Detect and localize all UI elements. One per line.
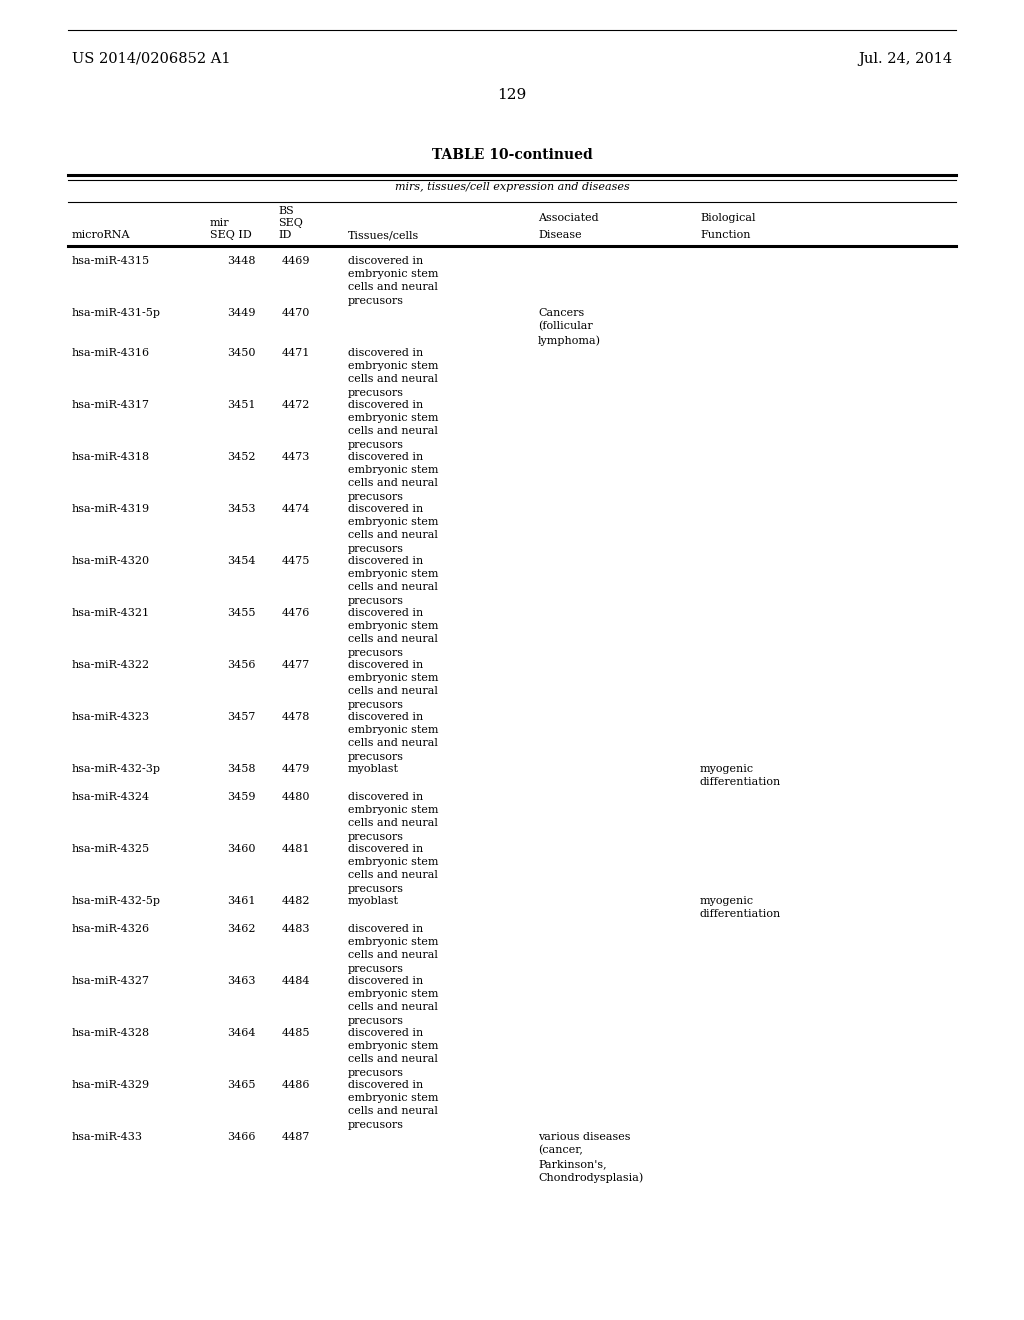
Text: hsa-miR-4317: hsa-miR-4317: [72, 400, 150, 411]
Text: discovered in
embryonic stem
cells and neural
precusors: discovered in embryonic stem cells and n…: [348, 1028, 438, 1077]
Text: 3458: 3458: [227, 764, 256, 774]
Text: 4480: 4480: [282, 792, 310, 803]
Text: Jul. 24, 2014: Jul. 24, 2014: [858, 51, 952, 66]
Text: 4479: 4479: [282, 764, 310, 774]
Text: 3460: 3460: [227, 843, 256, 854]
Text: 4486: 4486: [282, 1080, 310, 1090]
Text: TABLE 10-continued: TABLE 10-continued: [432, 148, 592, 162]
Text: 3451: 3451: [227, 400, 256, 411]
Text: 4481: 4481: [282, 843, 310, 854]
Text: 3464: 3464: [227, 1028, 256, 1038]
Text: hsa-miR-432-3p: hsa-miR-432-3p: [72, 764, 161, 774]
Text: US 2014/0206852 A1: US 2014/0206852 A1: [72, 51, 230, 66]
Text: 3454: 3454: [227, 556, 256, 566]
Text: hsa-miR-4328: hsa-miR-4328: [72, 1028, 151, 1038]
Text: myogenic
differentiation: myogenic differentiation: [700, 764, 781, 787]
Text: discovered in
embryonic stem
cells and neural
precusors: discovered in embryonic stem cells and n…: [348, 400, 438, 450]
Text: hsa-miR-4323: hsa-miR-4323: [72, 711, 151, 722]
Text: 3449: 3449: [227, 308, 256, 318]
Text: 3465: 3465: [227, 1080, 256, 1090]
Text: 3463: 3463: [227, 975, 256, 986]
Text: 3453: 3453: [227, 504, 256, 513]
Text: hsa-miR-4322: hsa-miR-4322: [72, 660, 151, 671]
Text: hsa-miR-432-5p: hsa-miR-432-5p: [72, 896, 161, 906]
Text: hsa-miR-4325: hsa-miR-4325: [72, 843, 151, 854]
Text: ID: ID: [278, 230, 292, 240]
Text: 4484: 4484: [282, 975, 310, 986]
Text: 3457: 3457: [227, 711, 256, 722]
Text: 4478: 4478: [282, 711, 310, 722]
Text: hsa-miR-4318: hsa-miR-4318: [72, 451, 151, 462]
Text: discovered in
embryonic stem
cells and neural
precusors: discovered in embryonic stem cells and n…: [348, 975, 438, 1026]
Text: 4473: 4473: [282, 451, 310, 462]
Text: 3461: 3461: [227, 896, 256, 906]
Text: myogenic
differentiation: myogenic differentiation: [700, 896, 781, 919]
Text: 3450: 3450: [227, 348, 256, 358]
Text: 3466: 3466: [227, 1133, 256, 1142]
Text: 4476: 4476: [282, 609, 310, 618]
Text: 4474: 4474: [282, 504, 310, 513]
Text: microRNA: microRNA: [72, 230, 130, 240]
Text: 4482: 4482: [282, 896, 310, 906]
Text: SEQ ID: SEQ ID: [210, 230, 252, 240]
Text: hsa-miR-4327: hsa-miR-4327: [72, 975, 150, 986]
Text: various diseases
(cancer,
Parkinson's,
Chondrodysplasia): various diseases (cancer, Parkinson's, C…: [538, 1133, 643, 1183]
Text: mir: mir: [210, 218, 229, 228]
Text: 4485: 4485: [282, 1028, 310, 1038]
Text: discovered in
embryonic stem
cells and neural
precusors: discovered in embryonic stem cells and n…: [348, 711, 438, 762]
Text: 3462: 3462: [227, 924, 256, 935]
Text: discovered in
embryonic stem
cells and neural
precusors: discovered in embryonic stem cells and n…: [348, 924, 438, 974]
Text: myoblast: myoblast: [348, 764, 399, 774]
Text: discovered in
embryonic stem
cells and neural
precusors: discovered in embryonic stem cells and n…: [348, 556, 438, 606]
Text: discovered in
embryonic stem
cells and neural
precusors: discovered in embryonic stem cells and n…: [348, 256, 438, 306]
Text: mirs, tissues/cell expression and diseases: mirs, tissues/cell expression and diseas…: [394, 182, 630, 191]
Text: discovered in
embryonic stem
cells and neural
precusors: discovered in embryonic stem cells and n…: [348, 451, 438, 502]
Text: discovered in
embryonic stem
cells and neural
precusors: discovered in embryonic stem cells and n…: [348, 1080, 438, 1130]
Text: hsa-miR-4324: hsa-miR-4324: [72, 792, 151, 803]
Text: Function: Function: [700, 230, 751, 240]
Text: hsa-miR-431-5p: hsa-miR-431-5p: [72, 308, 161, 318]
Text: 129: 129: [498, 88, 526, 102]
Text: 4487: 4487: [282, 1133, 310, 1142]
Text: myoblast: myoblast: [348, 896, 399, 906]
Text: hsa-miR-4316: hsa-miR-4316: [72, 348, 151, 358]
Text: Biological: Biological: [700, 213, 756, 223]
Text: hsa-miR-4320: hsa-miR-4320: [72, 556, 151, 566]
Text: discovered in
embryonic stem
cells and neural
precusors: discovered in embryonic stem cells and n…: [348, 660, 438, 710]
Text: Cancers
(follicular
lymphoma): Cancers (follicular lymphoma): [538, 308, 601, 346]
Text: hsa-miR-4319: hsa-miR-4319: [72, 504, 151, 513]
Text: Disease: Disease: [538, 230, 582, 240]
Text: hsa-miR-4329: hsa-miR-4329: [72, 1080, 151, 1090]
Text: Tissues/cells: Tissues/cells: [348, 230, 419, 240]
Text: Associated: Associated: [538, 213, 599, 223]
Text: 3456: 3456: [227, 660, 256, 671]
Text: 3455: 3455: [227, 609, 256, 618]
Text: discovered in
embryonic stem
cells and neural
precusors: discovered in embryonic stem cells and n…: [348, 609, 438, 657]
Text: hsa-miR-4326: hsa-miR-4326: [72, 924, 151, 935]
Text: BS: BS: [278, 206, 294, 216]
Text: 4471: 4471: [282, 348, 310, 358]
Text: 3448: 3448: [227, 256, 256, 267]
Text: 3452: 3452: [227, 451, 256, 462]
Text: discovered in
embryonic stem
cells and neural
precusors: discovered in embryonic stem cells and n…: [348, 843, 438, 894]
Text: 4472: 4472: [282, 400, 310, 411]
Text: 4469: 4469: [282, 256, 310, 267]
Text: 3459: 3459: [227, 792, 256, 803]
Text: 4477: 4477: [282, 660, 310, 671]
Text: hsa-miR-4315: hsa-miR-4315: [72, 256, 151, 267]
Text: 4483: 4483: [282, 924, 310, 935]
Text: discovered in
embryonic stem
cells and neural
precusors: discovered in embryonic stem cells and n…: [348, 348, 438, 397]
Text: discovered in
embryonic stem
cells and neural
precusors: discovered in embryonic stem cells and n…: [348, 504, 438, 553]
Text: 4475: 4475: [282, 556, 310, 566]
Text: discovered in
embryonic stem
cells and neural
precusors: discovered in embryonic stem cells and n…: [348, 792, 438, 842]
Text: 4470: 4470: [282, 308, 310, 318]
Text: hsa-miR-433: hsa-miR-433: [72, 1133, 143, 1142]
Text: hsa-miR-4321: hsa-miR-4321: [72, 609, 151, 618]
Text: SEQ: SEQ: [278, 218, 303, 228]
